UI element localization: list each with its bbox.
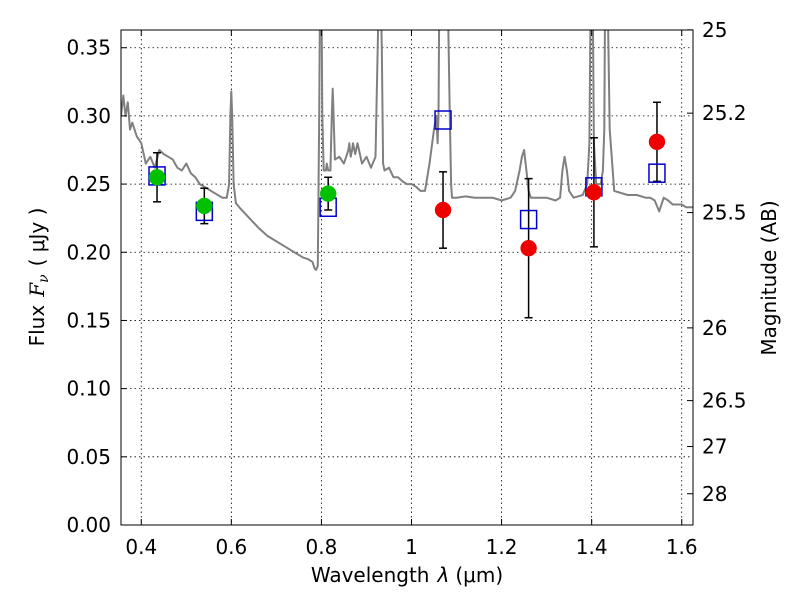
model-photometry-square	[434, 110, 452, 130]
model-photometry-square	[519, 209, 538, 230]
model-spectrum-line	[121, 30, 693, 271]
tick-marks	[121, 29, 693, 526]
observed-point	[319, 185, 337, 202]
x-tick-label: 0.6	[215, 535, 247, 559]
observed-point	[648, 133, 666, 151]
y-tick-label: 0.15	[66, 308, 111, 332]
grid	[121, 30, 693, 526]
magnitude-tick-label: 27	[702, 435, 727, 459]
y-tick-label: 0.30	[66, 104, 111, 128]
x-tick-label: 1	[405, 535, 418, 559]
observed-point	[520, 239, 537, 257]
observed-point	[196, 197, 213, 215]
observed-photometry-markers	[148, 133, 666, 257]
y-tick-label: 0.20	[66, 240, 111, 264]
y-tick-label: 0.10	[66, 377, 111, 401]
observed-point	[148, 169, 166, 186]
magnitude-tick-label: 25.2	[702, 101, 747, 125]
magnitude-tick-label: 26	[702, 316, 727, 340]
y-tick-label: 0.00	[66, 513, 111, 537]
magnitude-tick-label: 26.5	[702, 389, 747, 413]
model-spectrum	[121, 30, 693, 271]
x-tick-label: 1.2	[486, 535, 518, 559]
magnitude-tick-label: 28	[702, 482, 727, 506]
magnitude-tick-label: 25	[702, 18, 727, 42]
model-photometry-square	[648, 163, 666, 183]
x-tick-label: 1.4	[576, 535, 608, 559]
observed-point	[585, 184, 603, 201]
y-tick-label: 0.05	[66, 445, 111, 469]
x-tick-label: 0.4	[125, 535, 157, 559]
y-axis-title: FluxFν( μJy )	[25, 208, 52, 347]
y-tick-label: 0.25	[66, 172, 111, 196]
y-tick-label: 0.35	[66, 36, 111, 60]
x-tick-label: 0.8	[306, 535, 338, 559]
magnitude-tick-label: 25.5	[702, 201, 747, 225]
plot-frame	[120, 29, 694, 526]
x-axis-title: Wavelength λ (μm)	[311, 563, 503, 587]
observed-point	[434, 201, 452, 219]
magnitude-axis-title: Magnitude (AB)	[757, 200, 781, 355]
x-tick-label: 1.6	[666, 535, 698, 559]
